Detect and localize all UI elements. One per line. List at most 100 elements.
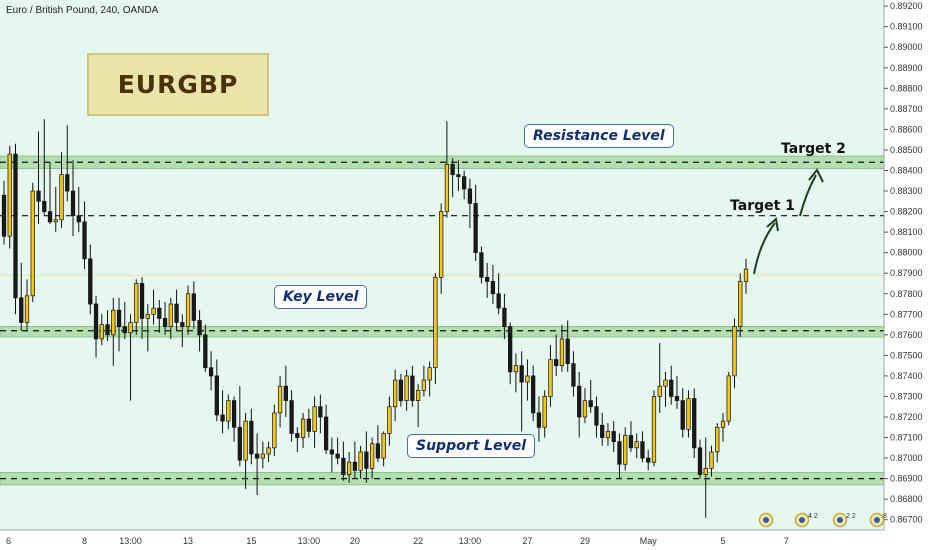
candle [726,371,731,426]
y-tick-label: 0.87100 [890,433,923,443]
candle-body [531,375,536,414]
candle-body [352,461,358,471]
candle-body [617,441,622,465]
candle-body [346,461,352,475]
candle-body [715,426,720,453]
candle-body [571,363,576,387]
candle [392,369,398,422]
candle-body [208,367,214,377]
candle [226,394,231,430]
candle [214,359,219,422]
candle [663,371,668,407]
event-badge-icon: 4 2 [794,512,818,528]
candle-body [663,379,668,387]
y-tick-label: 0.88100 [890,227,923,237]
candle-body [427,367,432,381]
candle [145,304,150,352]
candle-body [628,435,634,449]
candle [617,433,622,479]
candle-body [318,406,323,418]
candle-body [358,451,363,471]
candle-body [93,303,99,340]
candle [335,437,340,465]
candle [191,281,196,329]
candle [519,351,524,432]
candle-body [323,416,329,451]
candle-body [220,414,225,422]
candle-body [47,211,53,223]
candle-body [410,375,415,401]
candle [646,449,651,471]
candle-body [519,365,524,383]
key-level-callout: Key Level [274,285,368,309]
candle [312,396,317,448]
event-badge-count: 4 2 [808,513,818,520]
y-tick-label: 0.88200 [890,207,923,217]
candle-body [732,326,737,377]
candle-body [254,453,260,459]
candle-body [439,211,444,278]
candle [651,390,657,467]
candle-body [289,400,294,434]
resistance-label: Resistance Level [533,128,665,144]
candle [151,289,156,325]
candle [168,297,173,339]
candle-body [623,435,628,465]
candle-body [197,320,202,336]
candle-body [105,324,110,336]
candle [404,369,409,411]
candle [237,386,242,467]
x-tick-label: 13:00 [459,536,482,546]
y-tick-label: 0.88600 [890,124,923,134]
event-badge-core [799,517,805,523]
candle [398,373,404,407]
candle-body [479,252,484,278]
candle-body [738,281,743,327]
candle [548,345,553,407]
candle [536,396,542,442]
candle-body [306,418,311,432]
candle [42,119,47,216]
candle [715,423,720,463]
candle-body [260,453,265,459]
x-tick-label: 29 [580,536,590,546]
candle [692,388,697,459]
candle-body [416,389,421,401]
candle [674,375,680,409]
candle [588,380,593,413]
candle-body [467,188,473,204]
candle [490,265,496,305]
candle [697,439,703,479]
y-tick-label: 0.88900 [890,63,923,73]
candle-body [312,406,317,432]
y-tick-label: 0.89200 [890,1,923,11]
candle-body [600,424,605,438]
candle [611,421,616,452]
candle [732,318,737,389]
candle-body [381,433,386,459]
candle-body [76,215,81,223]
candle-body [669,379,674,397]
target2-label: Target 2 [781,141,846,157]
candle-body [237,426,242,461]
candle [433,273,438,385]
candle-body [116,309,122,327]
candle [444,121,450,218]
candle [180,314,185,348]
candle-body [277,385,283,414]
event-badge-icon: 2 2 [832,512,856,528]
candle [381,431,386,467]
candle [208,351,214,391]
candle [36,131,41,224]
target1-arrow-line [753,222,776,275]
candle [65,125,70,202]
candle [387,396,392,446]
key-level-label: Key Level [283,289,359,305]
candle [709,445,714,477]
y-tick-label: 0.88700 [890,104,923,114]
candle [13,143,18,315]
candle [203,324,208,372]
candle [358,445,363,479]
candle-body [542,396,547,428]
candle-body [36,190,41,202]
